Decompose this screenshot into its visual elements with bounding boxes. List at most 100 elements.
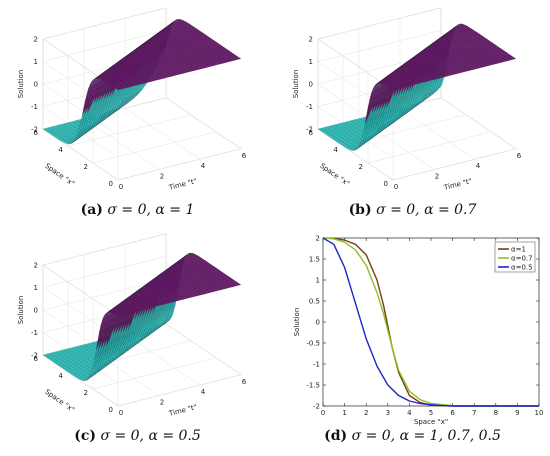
x-tick-label: 3: [386, 409, 390, 417]
t-tick-label: 4: [476, 162, 481, 170]
x-tick-label: 10: [535, 409, 544, 417]
z-tick-label: -2: [31, 126, 38, 134]
legend-entry: α=0.5: [511, 263, 533, 271]
t-tick-label: 6: [242, 152, 247, 160]
z-tick-label: -2: [306, 126, 313, 134]
surface-cell: [510, 57, 517, 60]
y-tick-label: 0.5: [309, 298, 320, 306]
surface-plot-a-svg: -2 -1 0 1 2 0 2 4 6 0 2 4 6 Solution Space "x" Time "t": [17, 7, 247, 192]
t-tick-label: 0: [119, 409, 123, 417]
caption-c-sigma: σ = 0,: [100, 428, 144, 444]
series-line: [322, 237, 539, 407]
legend: α=1α=0.7α=0.5: [494, 241, 536, 273]
z-tick-label: 1: [34, 58, 38, 66]
y-tick-label: -0.5: [306, 340, 320, 348]
caption-a-alpha: α = 1: [155, 202, 195, 218]
x-tick-label: 7: [472, 409, 476, 417]
x-tick-label: 8: [494, 409, 498, 417]
z-tick-label: 2: [309, 36, 313, 44]
surface-plot-b: -2 -1 0 1 2 0 2 4 6 0 2 4 6 Solution Space "x" Time "t": [275, 0, 550, 200]
x-tick-label: 2: [84, 389, 88, 397]
grid-t: [165, 233, 242, 376]
x-tick-label: 4: [59, 146, 64, 154]
x-tick-label: 6: [34, 355, 39, 363]
x-axis-label: Space "x": [43, 162, 76, 188]
x-tick-label: 6: [34, 129, 39, 137]
solution-surface: [317, 23, 517, 151]
series-lines: [322, 237, 539, 407]
x-tick-label: 0: [109, 180, 113, 188]
x-tick-label: 4: [334, 146, 339, 154]
x-tick-label: 9: [515, 409, 519, 417]
grid-x: [117, 90, 242, 181]
x-axis-label: Space "x": [318, 162, 351, 188]
x-axis-label: Space "x": [414, 418, 448, 426]
t-tick-label: 2: [160, 399, 164, 407]
legend-box: [494, 241, 536, 273]
z-tick-label: 2: [34, 36, 38, 44]
grid-x: [367, 73, 492, 164]
surface-plot-b-svg: -2 -1 0 1 2 0 2 4 6 0 2 4 6 Solution Space "x" Time "t": [292, 7, 522, 192]
t-tick-label: 6: [517, 152, 522, 160]
legend-entry: α=1: [511, 245, 526, 253]
line-plot-d: 0 1 2 3 4 5 6 7 8 9 10 -2 -1.5 -1 -0.5 0 0.5 1 1.5 2 Space "…: [275, 226, 550, 427]
y-tick-label: -2: [313, 403, 320, 411]
y-tick-label: -1.5: [306, 382, 320, 390]
z-tick-label: 2: [34, 262, 38, 270]
t-tick-label: 0: [119, 183, 123, 191]
z-tick-label: -2: [31, 352, 38, 360]
z-axis-label: Solution: [17, 70, 25, 99]
x-tick-label: 2: [364, 409, 368, 417]
x-tick-label: 1: [342, 409, 346, 417]
solution-surface: [42, 252, 242, 381]
caption-d-letter: (d): [324, 428, 348, 444]
z-tick-label: 0: [34, 307, 38, 315]
x-axis-label: Space "x": [43, 388, 76, 414]
surface-cell: [235, 283, 242, 286]
z-tick-label: 1: [34, 284, 38, 292]
surface-plot-c-svg: -2 -1 0 1 2 0 2 4 6 0 2 4 6 Solution Space "x" Time "t": [17, 233, 247, 418]
legend-entry: α=0.7: [511, 254, 533, 262]
caption-d: (d) σ = 0, α = 1, 0.7, 0.5: [275, 428, 550, 444]
x-tick-label: 2: [84, 163, 88, 171]
t-tick-label: 2: [435, 173, 439, 181]
grid-x: [92, 299, 217, 390]
z-axis-label: Solution: [17, 296, 25, 325]
caption-a-letter: (a): [80, 202, 103, 218]
z-axis-label: Solution: [292, 70, 300, 99]
caption-d-alpha: α = 1, 0.7, 0.5: [399, 428, 501, 444]
line-plot-d-svg: 0 1 2 3 4 5 6 7 8 9 10 -2 -1.5 -1 -0.5 0 0.5 1 1.5 2 Space "…: [293, 235, 544, 427]
x-tick-label: 6: [450, 409, 455, 417]
x-tick-label: 0: [321, 409, 325, 417]
surface-cell: [235, 57, 242, 60]
t-tick-label: 4: [201, 388, 206, 396]
caption-c-alpha: α = 0.5: [148, 428, 201, 444]
solution-surface: [42, 19, 242, 145]
z-tick-label: -1: [31, 103, 38, 111]
z-tick-label: -1: [306, 103, 313, 111]
y-tick-label: 1: [316, 277, 320, 285]
y-axis-label: Solution: [293, 308, 301, 337]
y-tick-label: 2: [316, 235, 320, 243]
y-tick-label: -1: [313, 361, 320, 369]
t-axis-label: Time "t": [167, 177, 198, 192]
caption-b: (b) σ = 0, α = 0.7: [275, 202, 550, 218]
t-tick-label: 2: [160, 173, 164, 181]
surface-axes: -2 -1 0 1 2 0 2 4 6 0 2 4 6 Solution Space "x" Time "t": [17, 7, 247, 192]
t-axis-label: Time "t": [442, 177, 473, 192]
x-tick-label: 0: [384, 180, 388, 188]
caption-a-sigma: σ = 0,: [107, 202, 151, 218]
t-tick-label: 4: [201, 162, 206, 170]
z-tick-label: 1: [309, 58, 313, 66]
x-tick-label: 5: [429, 409, 433, 417]
caption-c-letter: (c): [74, 428, 96, 444]
y-tick-label: 0: [316, 319, 320, 327]
y-tick-label: 1.5: [309, 256, 320, 264]
grid-x: [67, 56, 192, 147]
t-axis-label: Time "t": [167, 403, 198, 418]
z-tick-label: 0: [34, 81, 38, 89]
surface-plot-a: -2 -1 0 1 2 0 2 4 6 0 2 4 6 Solution Space "x" Time "t": [0, 0, 275, 200]
surface-plot-c: -2 -1 0 1 2 0 2 4 6 0 2 4 6 Solution Space "x" Time "t": [0, 226, 275, 426]
t-tick-label: 6: [242, 378, 247, 386]
x-tick-label: 2: [359, 163, 363, 171]
